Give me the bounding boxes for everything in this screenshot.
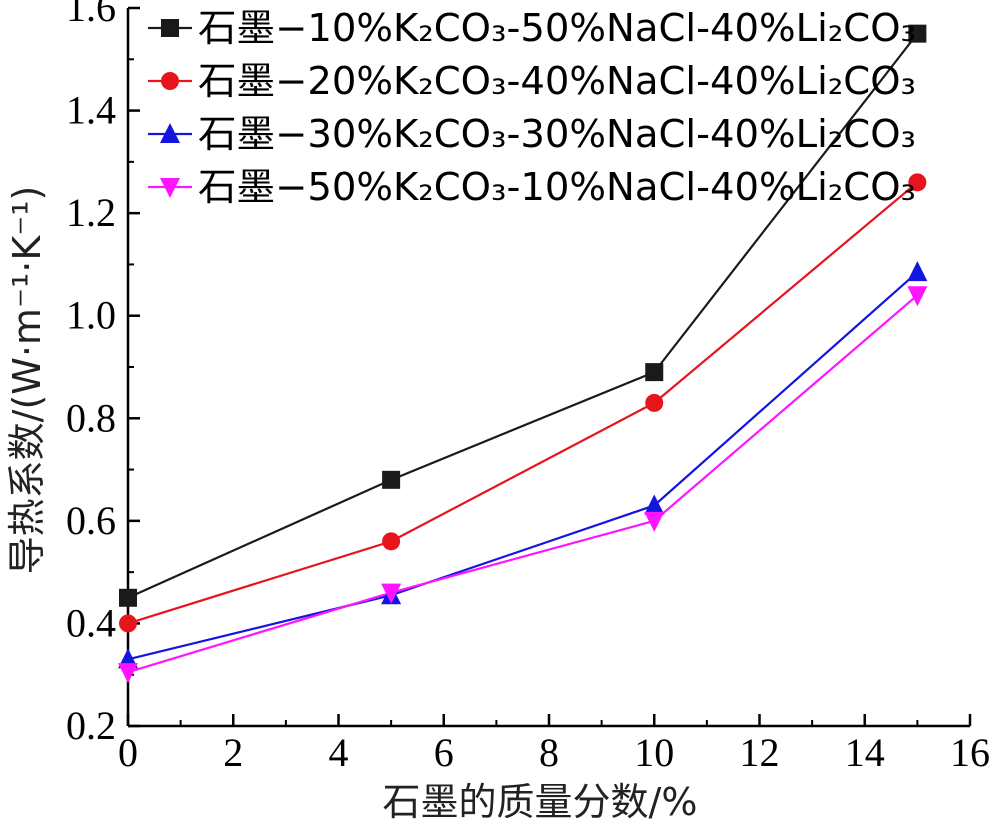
y-tick-label: 1.0: [66, 293, 116, 338]
x-tick-label: 16: [950, 730, 990, 775]
x-tick-label: 2: [223, 730, 243, 775]
y-axis-ticks: 0.2 0.4 0.6 0.8 1.0 1.2 1.4 1.6: [66, 0, 140, 748]
y-axis-title: 导热系数/(W·m⁻¹·K⁻¹): [5, 186, 49, 575]
x-tick-label: 10: [634, 730, 674, 775]
y-tick-label: 1.6: [66, 0, 116, 30]
y-tick-label: 1.2: [66, 190, 116, 235]
legend-2-label: 石墨−20%K₂CO₃-40%NaCl-40%Li₂CO₃: [198, 59, 916, 103]
y-tick-label: 0.2: [66, 703, 116, 748]
series-2-line: [127, 181, 919, 625]
series-lines: [127, 32, 919, 674]
series-3-line: [127, 271, 919, 661]
legend-1-label: 石墨−10%K₂CO₃-50%NaCl-40%Li₂CO₃: [198, 6, 916, 50]
series-2-point: [908, 173, 927, 192]
series-2-point: [645, 393, 664, 412]
legend-4-label: 石墨−50%K₂CO₃-10%NaCl-40%Li₂CO₃: [198, 165, 916, 209]
legend-4-marker: [160, 178, 180, 198]
legend-1-marker: [161, 19, 179, 37]
series-2-point: [382, 532, 401, 551]
series-1-point: [908, 24, 927, 43]
y-tick-label: 0.8: [66, 395, 116, 440]
series-3-point: [644, 494, 665, 515]
legend-3-label: 石墨−30%K₂CO₃-30%NaCl-40%Li₂CO₃: [198, 112, 916, 156]
x-tick-label: 12: [740, 730, 780, 775]
x-tick-label: 8: [539, 730, 559, 775]
x-axis-title: 石墨的质量分数/%: [383, 780, 698, 824]
legend: 石墨−10%K₂CO₃-50%NaCl-40%Li₂CO₃ 石墨−20%K₂CO₃…: [148, 6, 916, 209]
x-tick-label: 0: [118, 730, 138, 775]
series-2-point: [119, 614, 137, 633]
series-1-point: [382, 470, 401, 489]
legend-2-marker: [161, 72, 179, 90]
series-4-line: [127, 294, 919, 674]
y-tick-label: 1.4: [66, 88, 116, 133]
x-tick-label: 14: [845, 730, 885, 775]
x-tick-label: 4: [329, 730, 349, 775]
series-4-point: [118, 663, 138, 684]
series-3-point: [907, 261, 928, 282]
y-tick-label: 0.6: [66, 498, 116, 543]
legend-3-marker: [160, 123, 180, 143]
series-1-line: [127, 32, 919, 599]
series-4-point: [907, 286, 928, 307]
series-1-point: [119, 588, 137, 607]
series-1-point: [645, 363, 664, 382]
series-4-point: [381, 583, 402, 604]
series-markers: [118, 24, 928, 684]
y-tick-label: 0.4: [66, 600, 116, 645]
x-axis-ticks: 0 2 4 6 8 10 12 14 16: [118, 714, 990, 775]
x-tick-label: 6: [434, 730, 454, 775]
series-4-point: [644, 511, 665, 532]
